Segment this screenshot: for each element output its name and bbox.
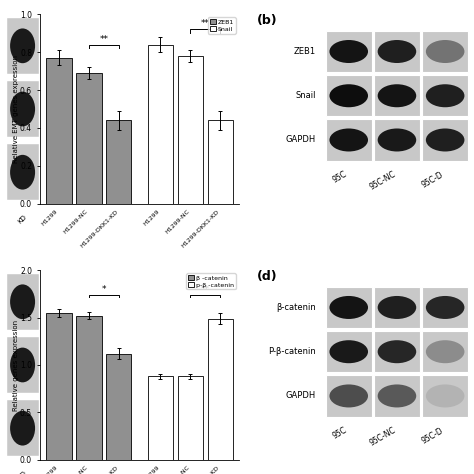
Bar xyxy=(178,56,203,204)
Legend: ZEB1, Snail: ZEB1, Snail xyxy=(208,18,236,34)
Ellipse shape xyxy=(10,91,35,127)
Ellipse shape xyxy=(10,411,35,446)
Text: 95C-D: 95C-D xyxy=(420,426,445,445)
Text: 95C: 95C xyxy=(331,170,349,185)
Bar xyxy=(422,119,468,161)
Text: **: ** xyxy=(100,35,109,44)
Text: (d): (d) xyxy=(256,270,277,283)
Bar xyxy=(76,73,101,204)
Text: Snail: Snail xyxy=(296,91,316,100)
Text: KD: KD xyxy=(17,469,28,474)
Ellipse shape xyxy=(426,340,465,363)
Bar xyxy=(208,319,233,460)
Ellipse shape xyxy=(329,128,368,152)
Bar xyxy=(326,331,372,372)
Bar xyxy=(422,331,468,372)
Bar xyxy=(326,75,372,116)
Text: β-catenin: β-catenin xyxy=(276,303,316,312)
Text: GAPDH: GAPDH xyxy=(286,392,316,401)
Bar xyxy=(7,401,39,456)
Bar xyxy=(326,287,372,328)
Ellipse shape xyxy=(329,340,368,363)
Ellipse shape xyxy=(378,296,416,319)
Bar xyxy=(374,119,420,161)
Ellipse shape xyxy=(10,347,35,383)
Bar xyxy=(106,120,131,204)
Ellipse shape xyxy=(329,384,368,408)
Bar xyxy=(374,287,420,328)
Text: (b): (b) xyxy=(256,14,277,27)
Text: **: ** xyxy=(201,285,210,294)
Bar xyxy=(7,81,39,137)
Ellipse shape xyxy=(10,284,35,319)
Ellipse shape xyxy=(329,296,368,319)
Bar xyxy=(76,316,101,460)
Bar xyxy=(7,337,39,393)
Bar xyxy=(422,287,468,328)
Bar xyxy=(374,31,420,72)
Bar xyxy=(374,75,420,116)
Ellipse shape xyxy=(378,128,416,152)
Ellipse shape xyxy=(10,28,35,63)
Ellipse shape xyxy=(426,40,465,63)
Bar xyxy=(46,313,72,460)
Text: 95C-D: 95C-D xyxy=(420,170,445,189)
Ellipse shape xyxy=(426,384,465,408)
Text: ZEB1: ZEB1 xyxy=(294,47,316,56)
Ellipse shape xyxy=(10,155,35,190)
Bar xyxy=(326,31,372,72)
Bar xyxy=(326,375,372,417)
Ellipse shape xyxy=(426,128,465,152)
Text: 95C-NC: 95C-NC xyxy=(367,170,397,192)
Bar xyxy=(178,376,203,460)
Ellipse shape xyxy=(378,384,416,408)
Bar xyxy=(147,376,173,460)
Text: KD: KD xyxy=(17,213,28,224)
Bar xyxy=(422,31,468,72)
Ellipse shape xyxy=(378,40,416,63)
Text: *: * xyxy=(101,285,106,294)
Y-axis label: Relative EMT genes expression: Relative EMT genes expression xyxy=(13,55,18,163)
Ellipse shape xyxy=(329,40,368,63)
Bar xyxy=(374,331,420,372)
Ellipse shape xyxy=(378,340,416,363)
Ellipse shape xyxy=(426,296,465,319)
Bar xyxy=(208,120,233,204)
Text: **: ** xyxy=(201,19,210,28)
Text: 95C-NC: 95C-NC xyxy=(367,426,397,448)
Text: P-β-catenin: P-β-catenin xyxy=(268,347,316,356)
Y-axis label: Relative genes expression: Relative genes expression xyxy=(13,319,18,410)
Bar xyxy=(106,354,131,460)
Legend: β -catenin, p-β -catenin: β -catenin, p-β -catenin xyxy=(186,273,236,290)
Bar xyxy=(7,274,39,329)
Ellipse shape xyxy=(378,84,416,107)
Text: GAPDH: GAPDH xyxy=(286,136,316,145)
Bar xyxy=(326,119,372,161)
Text: 95C: 95C xyxy=(331,426,349,441)
Ellipse shape xyxy=(426,84,465,107)
Bar xyxy=(422,75,468,116)
Bar xyxy=(422,375,468,417)
Bar xyxy=(7,18,39,73)
Bar xyxy=(147,45,173,204)
Bar xyxy=(46,58,72,204)
Ellipse shape xyxy=(329,84,368,107)
Bar xyxy=(374,375,420,417)
Bar xyxy=(7,145,39,200)
